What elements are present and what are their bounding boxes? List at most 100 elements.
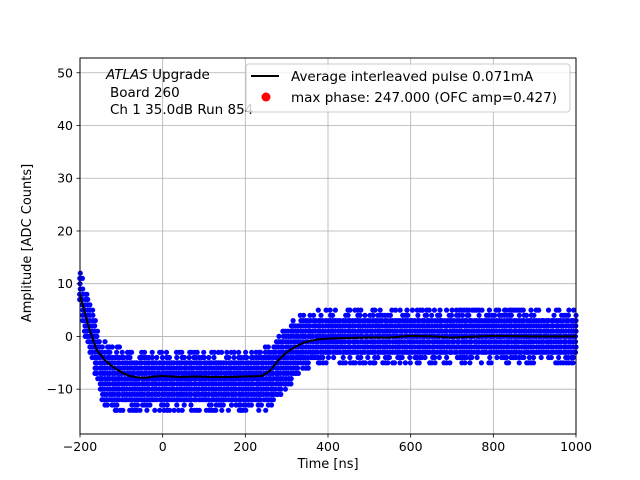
- scatter-point: [323, 360, 329, 366]
- x-axis-label: Time [ns]: [296, 457, 358, 472]
- scatter-point: [107, 349, 113, 355]
- x-tick-label: 200: [233, 439, 257, 454]
- scatter-point: [80, 286, 86, 292]
- scatter-point: [149, 349, 155, 355]
- scatter-point: [167, 407, 173, 413]
- scatter-point: [159, 354, 165, 361]
- scatter-point: [257, 397, 263, 403]
- scatter-point: [181, 402, 187, 408]
- scatter-point: [516, 312, 523, 318]
- scatter-point: [174, 402, 180, 408]
- scatter-point: [256, 407, 262, 413]
- scatter-point: [478, 360, 484, 366]
- legend-box: [245, 63, 571, 113]
- scatter-point: [429, 312, 435, 318]
- scatter-point: [538, 354, 544, 361]
- scatter-point: [265, 344, 271, 350]
- scatter-point: [179, 407, 185, 413]
- scatter-point: [181, 354, 187, 361]
- x-tick-label: 400: [316, 439, 340, 454]
- scatter-point: [462, 360, 468, 366]
- scatter-point: [208, 402, 214, 408]
- scatter-point: [307, 323, 313, 329]
- scatter-point: [476, 312, 482, 318]
- scatter-point: [362, 312, 368, 318]
- scatter-point: [370, 312, 376, 318]
- scatter-point: [397, 307, 403, 313]
- scatter-point: [566, 307, 572, 313]
- scatter-point: [119, 349, 125, 355]
- scatter-point: [444, 354, 450, 361]
- scatter-point: [448, 312, 455, 318]
- scatter-point: [340, 354, 346, 361]
- scatter-point: [79, 275, 85, 281]
- annotation-line-2: Board 260: [110, 85, 180, 101]
- scatter-point: [159, 349, 165, 355]
- scatter-point: [179, 349, 185, 355]
- scatter-point: [377, 307, 383, 313]
- scatter-point: [96, 339, 102, 345]
- scatter-point: [420, 307, 426, 313]
- scatter-point: [134, 402, 140, 408]
- scatter-point: [443, 349, 449, 355]
- scatter-point: [278, 391, 284, 397]
- scatter-point: [358, 354, 364, 361]
- scatter-point: [404, 307, 410, 313]
- scatter-point: [163, 349, 170, 355]
- scatter-point: [323, 307, 329, 313]
- legend: Average interleaved pulse 0.071mA max ph…: [245, 63, 571, 113]
- scatter-point: [385, 360, 391, 366]
- scatter-point: [176, 407, 182, 413]
- scatter-point: [147, 402, 153, 408]
- scatter-point: [120, 407, 126, 413]
- scatter-point: [409, 307, 415, 313]
- scatter-point: [570, 360, 576, 366]
- scatter-point: [506, 360, 512, 366]
- scatter-point: [318, 312, 324, 318]
- scatter-point: [407, 354, 413, 361]
- scatter-point: [114, 402, 120, 408]
- scatter-point: [301, 312, 307, 318]
- scatter-point: [386, 354, 392, 361]
- scatter-point: [90, 307, 96, 313]
- scatter-point: [85, 296, 91, 303]
- scatter-point: [92, 318, 98, 324]
- scatter-point: [528, 307, 534, 313]
- scatter-point: [137, 407, 143, 413]
- scatter-point: [288, 381, 294, 387]
- scatter-point: [332, 307, 338, 313]
- scatter-point: [571, 307, 577, 313]
- scatter-point: [225, 407, 231, 413]
- scatter-point: [415, 312, 421, 318]
- y-axis-label: Amplitude [ADC Counts]: [20, 164, 35, 322]
- scatter-point: [494, 354, 500, 361]
- scatter-point: [503, 354, 510, 361]
- annotation-line-1: ATLAS Upgrade: [105, 67, 210, 83]
- scatter-point: [305, 360, 311, 366]
- scatter-point: [219, 349, 225, 355]
- scatter-point: [436, 354, 442, 361]
- annotation-upgrade: Upgrade: [148, 67, 210, 83]
- scatter-point: [272, 386, 278, 392]
- scatter-point: [565, 312, 572, 318]
- y-tick-label: 0: [65, 329, 73, 344]
- scatter-point: [479, 307, 485, 313]
- scatter-point: [127, 354, 133, 361]
- scatter-point: [496, 307, 502, 313]
- scatter-point: [276, 333, 282, 339]
- scatter-point: [483, 349, 489, 355]
- scatter-point: [424, 312, 430, 318]
- scatter-point: [432, 360, 438, 366]
- scatter-point: [372, 307, 378, 313]
- scatter-point: [392, 307, 399, 313]
- scatter-point: [188, 391, 194, 397]
- scatter-point: [290, 318, 296, 324]
- legend-marker-swatch: [261, 92, 271, 102]
- scatter-point: [397, 360, 403, 366]
- scatter-point: [327, 307, 333, 313]
- scatter-point: [325, 354, 331, 361]
- scatter-point: [432, 354, 438, 361]
- scatter-point: [447, 360, 453, 366]
- scatter-point: [437, 312, 443, 318]
- scatter-point: [556, 307, 562, 313]
